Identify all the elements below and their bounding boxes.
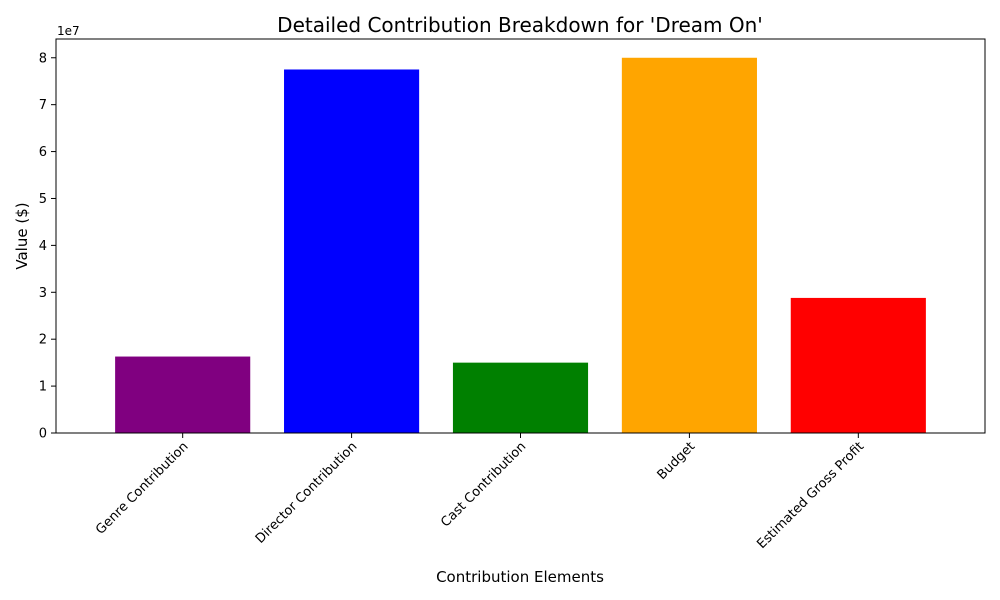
chart-title: Detailed Contribution Breakdown for 'Dre… xyxy=(277,13,763,37)
y-tick-label: 3 xyxy=(39,286,47,301)
y-tick-label: 5 xyxy=(39,192,47,207)
bars-group xyxy=(115,57,926,434)
y-axis-offset-label: 1e7 xyxy=(57,24,80,38)
y-tick-label: 7 xyxy=(39,98,47,113)
x-tick-label: Budget xyxy=(655,439,699,483)
y-tick-label: 4 xyxy=(39,239,47,254)
x-axis-ticks: Genre Contribution Director Contribution C… xyxy=(93,433,867,552)
bar-cast-contribution xyxy=(452,362,589,433)
y-axis-label: Value ($) xyxy=(13,202,31,269)
x-tick-label: Director Contribution xyxy=(253,439,361,547)
bar-estimated-gross-profit xyxy=(790,297,926,433)
bar-budget xyxy=(621,57,757,434)
y-tick-label: 1 xyxy=(39,380,47,395)
x-tick-label: Estimated Gross Profit xyxy=(754,439,867,552)
y-tick-label: 8 xyxy=(39,51,47,66)
y-tick-label: 6 xyxy=(39,145,47,160)
bar-director-contribution xyxy=(284,69,420,433)
x-tick-label: Cast Contribution xyxy=(438,439,529,530)
y-tick-label: 0 xyxy=(39,427,47,442)
y-axis-ticks: 0 1 2 3 4 5 6 7 8 xyxy=(39,51,56,442)
bar-genre-contribution xyxy=(115,356,251,433)
x-tick-label: Genre Contribution xyxy=(93,439,191,537)
y-tick-label: 2 xyxy=(39,333,47,348)
plot-frame xyxy=(55,38,986,434)
x-axis-label: Contribution Elements xyxy=(436,568,604,586)
